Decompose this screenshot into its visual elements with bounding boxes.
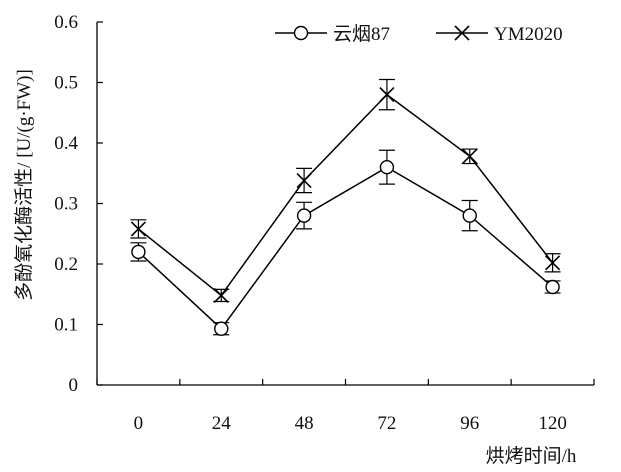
data-point: [462, 208, 477, 223]
x-tick-label: 48: [295, 413, 314, 434]
data-point: [379, 159, 395, 175]
y-tick-label: 0.3: [54, 194, 78, 215]
data-point: [130, 221, 146, 237]
y-tick-label: 0.4: [54, 133, 78, 154]
series-line: [137, 166, 554, 330]
y-axis-label: 多酚氧化酶活性/ [U/(g·FW)]: [13, 69, 35, 301]
tick-labels: 0 0.1 0.2 0.3 0.4 0.5 0.6 0 24 48 72 96 120: [54, 12, 567, 434]
legend-marker: [454, 25, 470, 41]
x-tick-label: 0: [134, 413, 144, 434]
y-tick-label: 0.6: [54, 12, 78, 33]
data-point: [213, 287, 229, 304]
series-layer: [130, 78, 561, 336]
data-point: [296, 208, 312, 223]
data-point: [462, 148, 478, 164]
legend-label: 云烟87: [333, 23, 390, 45]
series-2: [130, 78, 561, 304]
axes: [96, 21, 595, 386]
x-marker-stroke: [462, 148, 478, 164]
legend-label: YM2020: [494, 24, 563, 45]
data-point: [545, 279, 560, 295]
x-marker-stroke: [545, 255, 561, 271]
legend: 云烟87 YM2020: [275, 23, 563, 45]
x-marker-stroke: [130, 221, 146, 237]
legend-entry-1: 云烟87: [275, 23, 390, 45]
data-point: [379, 87, 395, 103]
legend-entry-2: YM2020: [436, 24, 563, 45]
y-tick-label: 0.5: [54, 73, 78, 94]
data-point: [545, 255, 561, 271]
x-marker-stroke: [454, 25, 470, 41]
x-axis-label: 烘烤时间/h: [486, 445, 577, 467]
data-point: [131, 244, 146, 260]
x-tick-label: 72: [377, 413, 396, 434]
x-tick-label: 120: [538, 413, 567, 434]
y-tick-label: 0: [69, 375, 79, 396]
data-point: [214, 321, 229, 336]
series-line: [137, 93, 554, 297]
legend-marker: [293, 25, 309, 41]
x-marker-stroke: [213, 287, 229, 304]
x-marker-stroke: [379, 87, 395, 103]
series-1: [130, 149, 561, 336]
y-tick-label: 0.2: [54, 254, 78, 275]
x-marker-stroke: [296, 172, 312, 189]
x-tick-label: 96: [460, 413, 479, 434]
x-tick-label: 24: [212, 413, 232, 434]
data-point: [296, 172, 312, 189]
y-tick-label: 0.1: [54, 315, 78, 336]
